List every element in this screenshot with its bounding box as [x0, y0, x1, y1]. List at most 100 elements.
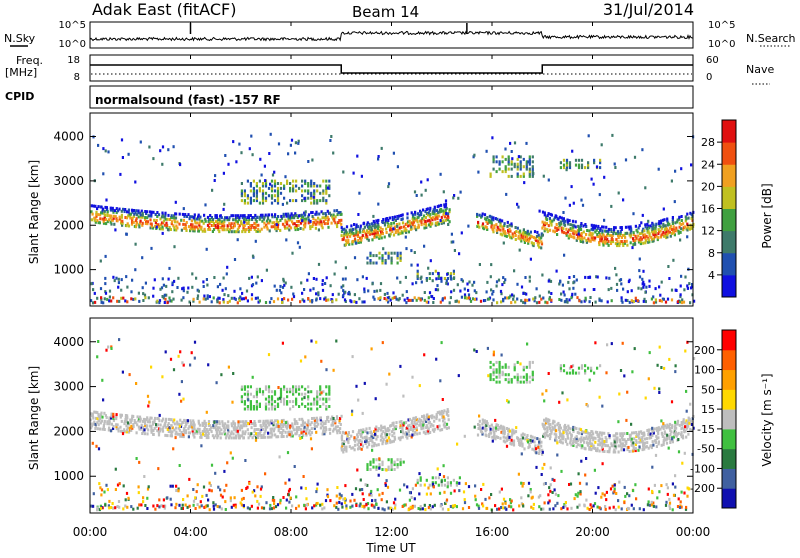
- scatter-cell: [369, 461, 371, 464]
- scatter-cell: [327, 210, 329, 213]
- scatter-cell: [160, 424, 162, 427]
- scatter-cell: [164, 301, 166, 304]
- scatter-cell: [366, 277, 368, 280]
- scatter-cell: [369, 259, 371, 262]
- scatter-cell: [417, 270, 419, 273]
- scatter-cell: [315, 299, 317, 302]
- scatter-cell: [315, 211, 317, 214]
- scatter-cell: [546, 218, 548, 221]
- scatter-cell: [527, 494, 529, 497]
- scatter-cell: [362, 234, 364, 237]
- scatter-cell: [566, 168, 568, 171]
- scatter-cell: [123, 484, 125, 487]
- cpid-text: normalsound (fast) -157 RF: [95, 93, 281, 107]
- scatter-cell: [291, 212, 293, 215]
- scatter-cell: [286, 202, 288, 205]
- scatter-cell: [212, 434, 214, 437]
- scatter-cell: [212, 424, 214, 427]
- scatter-cell: [473, 281, 475, 284]
- scatter-cell: [427, 207, 429, 210]
- scatter-cell: [220, 436, 222, 439]
- scatter-cell: [362, 436, 364, 439]
- scatter-cell: [313, 277, 315, 280]
- scatter-cell: [307, 419, 309, 422]
- scatter-cell: [657, 364, 659, 367]
- scatter-cell: [121, 138, 123, 141]
- scatter-cell: [378, 467, 380, 470]
- scatter-cell: [247, 180, 249, 183]
- scatter-cell: [514, 363, 516, 366]
- scatter-cell: [569, 427, 571, 430]
- scatter-cell: [327, 187, 329, 190]
- scatter-cell: [223, 208, 225, 211]
- scatter-cell: [229, 300, 231, 303]
- scatter-cell: [351, 413, 353, 416]
- scatter-cell: [290, 144, 292, 147]
- scatter-cell: [388, 252, 390, 255]
- scatter-cell: [412, 282, 414, 285]
- scatter-cell: [577, 492, 579, 495]
- scatter-cell: [585, 297, 587, 300]
- scatter-cell: [110, 207, 112, 210]
- scatter-cell: [664, 430, 666, 433]
- scatter-cell: [679, 424, 681, 427]
- scatter-cell: [329, 212, 331, 215]
- scatter-cell: [504, 222, 506, 225]
- scatter-cell: [104, 282, 106, 285]
- scatter-cell: [595, 225, 597, 228]
- scatter-cell: [399, 365, 401, 368]
- scatter-cell: [496, 218, 498, 221]
- scatter-cell: [660, 230, 662, 233]
- scatter-cell: [304, 189, 306, 192]
- scatter-cell: [459, 476, 461, 479]
- scatter-cell: [402, 395, 404, 398]
- scatter-cell: [342, 284, 344, 287]
- scatter-cell: [209, 295, 211, 298]
- scatter-cell: [685, 215, 687, 218]
- scatter-cell: [438, 419, 440, 422]
- scatter-cell: [119, 426, 121, 429]
- scatter-cell: [164, 434, 166, 437]
- scatter-cell: [116, 300, 118, 303]
- scatter-cell: [498, 279, 500, 282]
- scatter-cell: [289, 433, 291, 436]
- scatter-cell: [546, 222, 548, 225]
- scatter-cell: [244, 189, 246, 192]
- scatter-cell: [627, 290, 629, 293]
- scatter-cell: [307, 160, 309, 163]
- scatter-cell: [105, 414, 107, 417]
- scatter-cell: [517, 163, 519, 166]
- scatter-cell: [485, 434, 487, 437]
- scatter-cell: [426, 493, 428, 496]
- scatter-cell: [514, 163, 516, 166]
- scatter-cell: [320, 220, 322, 223]
- scatter-cell: [254, 214, 256, 217]
- scatter-cell: [568, 298, 570, 301]
- scatter-cell: [290, 497, 292, 500]
- scatter-cell: [397, 458, 399, 461]
- scatter-cell: [597, 225, 599, 228]
- scatter-cell: [130, 425, 132, 428]
- scatter-cell: [388, 182, 390, 185]
- scatter-cell: [424, 484, 426, 487]
- scatter-cell: [320, 416, 322, 419]
- scatter-cell: [362, 445, 364, 448]
- scatter-cell: [592, 232, 594, 235]
- colorbar-tick-label: 8: [708, 247, 715, 260]
- range-tick-label: 2000: [53, 218, 84, 232]
- scatter-cell: [637, 231, 639, 234]
- scatter-cell: [603, 432, 605, 435]
- scatter-cell: [378, 463, 380, 466]
- scatter-cell: [297, 228, 299, 231]
- scatter-cell: [295, 385, 297, 388]
- scatter-cell: [234, 258, 236, 261]
- scatter-cell: [303, 475, 305, 478]
- scatter-cell: [659, 346, 661, 349]
- scatter-cell: [544, 301, 546, 304]
- scatter-cell: [631, 370, 633, 373]
- scatter-cell: [556, 441, 558, 444]
- scatter-cell: [644, 291, 646, 294]
- scatter-cell: [226, 461, 228, 464]
- scatter-cell: [515, 234, 517, 237]
- scatter-cell: [288, 493, 290, 496]
